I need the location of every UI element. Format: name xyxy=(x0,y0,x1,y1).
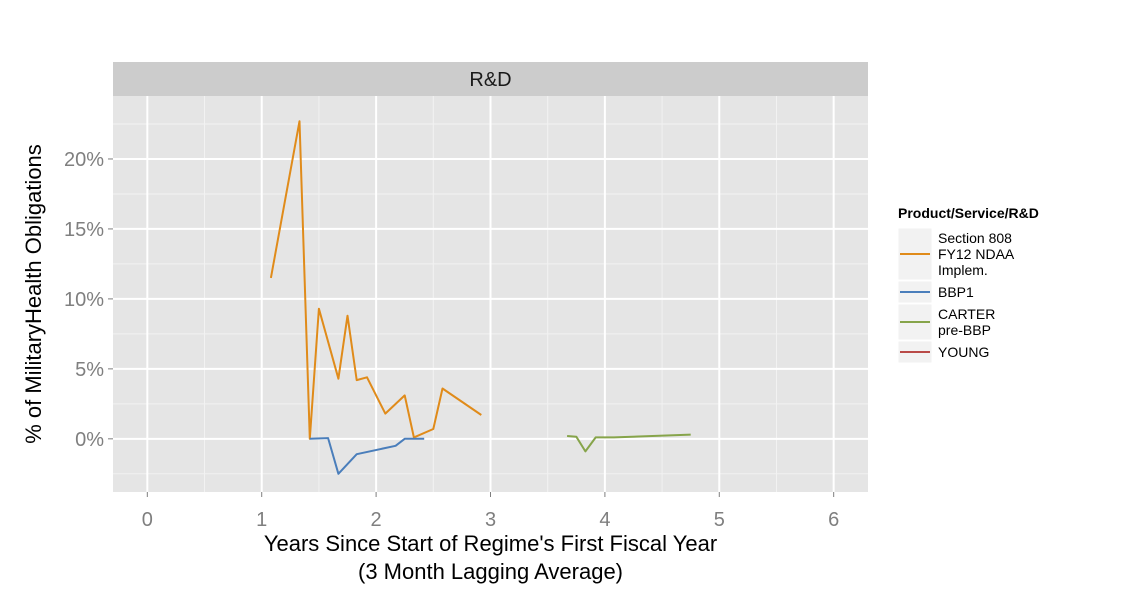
facet-strip xyxy=(113,62,868,96)
facet-strip-label: R&D xyxy=(469,69,511,91)
x-axis-title-line-2: (3 Month Lagging Average) xyxy=(358,559,623,584)
x-tick-label: 4 xyxy=(599,509,610,531)
y-axis-title: % of MilitaryHealth Obligations xyxy=(21,144,46,444)
x-tick-label: 1 xyxy=(256,509,267,531)
x-tick-label: 5 xyxy=(714,509,725,531)
y-tick-label: 15% xyxy=(64,219,104,241)
legend-label: Implem. xyxy=(938,262,988,278)
y-tick-label: 0% xyxy=(75,429,104,451)
legend-item: BBP1 xyxy=(897,280,974,304)
series-line-1 xyxy=(309,437,425,475)
y-tick-label: 20% xyxy=(64,149,104,171)
y-tick-label: 10% xyxy=(64,289,104,311)
x-axis: 0 1 2 3 4 5 6 xyxy=(142,492,839,531)
legend-label: YOUNG xyxy=(938,344,989,360)
legend-label: pre-BBP xyxy=(938,322,991,338)
x-axis-title-line-1: Years Since Start of Regime's First Fisc… xyxy=(264,531,717,556)
legend-label: CARTER xyxy=(938,306,995,322)
x-tick-label: 2 xyxy=(371,509,382,531)
y-axis: 0% 5% 10% 15% 20% xyxy=(64,149,113,451)
y-tick-label: 5% xyxy=(75,359,104,381)
x-tick-label: 0 xyxy=(142,509,153,531)
series-line-0 xyxy=(269,120,482,440)
series-line-2 xyxy=(567,433,691,453)
legend-label: FY12 NDAA xyxy=(938,246,1015,262)
major-gridlines xyxy=(113,96,868,492)
legend-label: Section 808 xyxy=(938,230,1012,246)
series-layer xyxy=(269,120,691,475)
x-tick-label: 3 xyxy=(485,509,496,531)
x-tick-label: 6 xyxy=(828,509,839,531)
legend-title: Product/Service/R&D xyxy=(898,205,1039,221)
legend-item: YOUNG xyxy=(897,340,989,364)
legend-label: BBP1 xyxy=(938,284,974,300)
